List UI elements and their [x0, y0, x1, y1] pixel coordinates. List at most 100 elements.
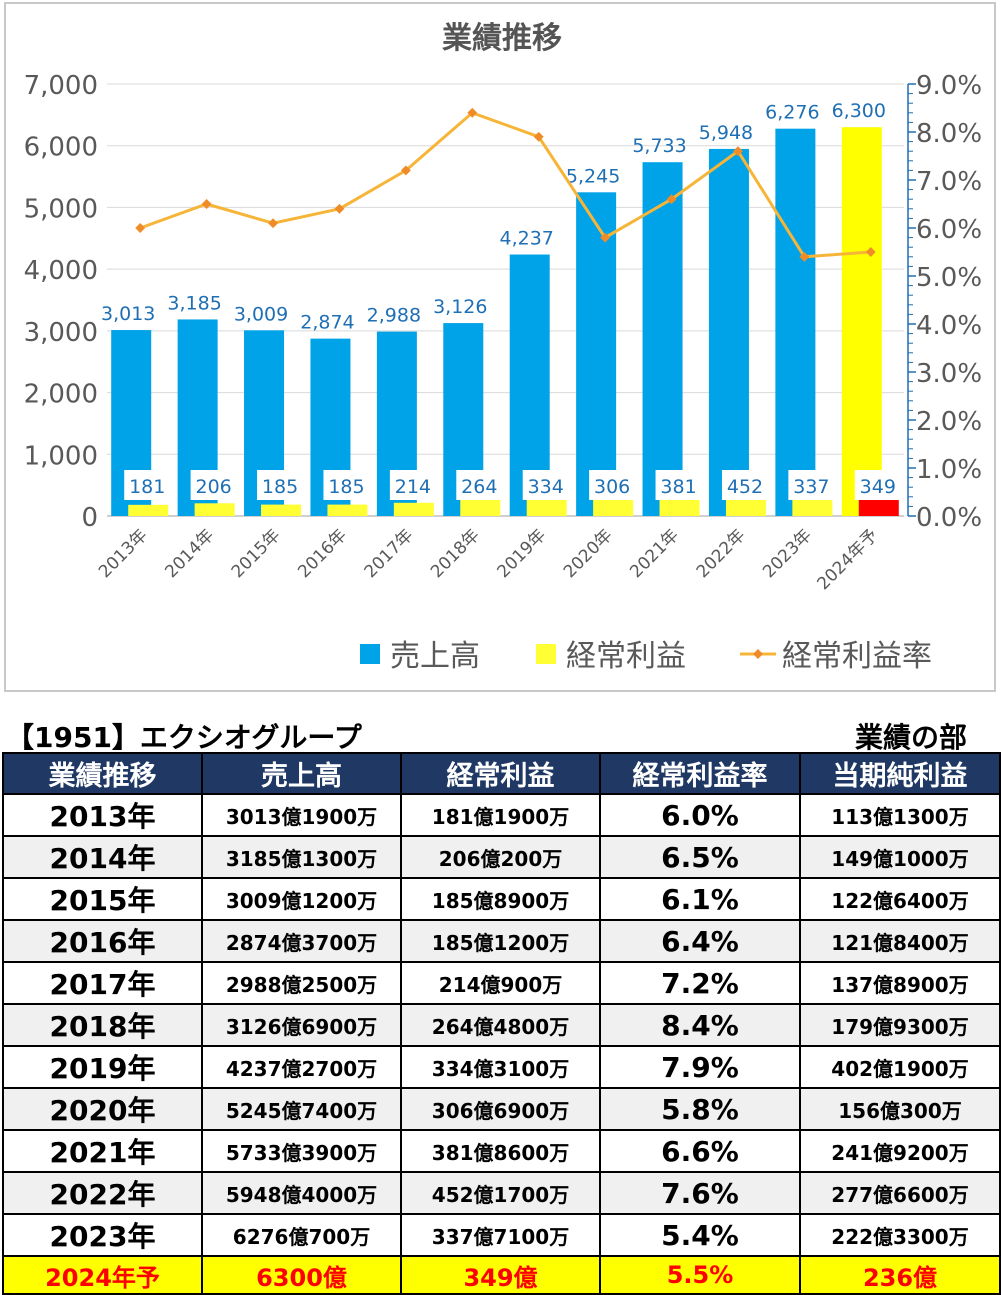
data-label-ordinary-profit: 185	[328, 476, 364, 498]
y2-tick-label: 3.0%	[916, 359, 982, 389]
y2-tick-label: 9.0%	[916, 71, 982, 101]
cell-ordinary-profit: 214億900万	[400, 961, 601, 1005]
y2-tick-label: 8.0%	[916, 119, 982, 149]
cell-period: 2013年	[2, 793, 203, 837]
data-label-ordinary-profit: 185	[262, 476, 298, 498]
table-row: 2021年 5733億3900万 381億8600万 6.6% 241億9200万	[2, 1129, 1001, 1173]
marker-profit-rate	[733, 146, 743, 157]
cell-sales: 2874億3700万	[201, 919, 402, 963]
cell-net-income: 156億300万	[799, 1087, 1001, 1131]
data-label-bg	[323, 470, 370, 500]
y-tick-label: 2,000	[24, 380, 98, 410]
data-label-ordinary-profit: 214	[395, 476, 431, 498]
data-label-sales: 2,874	[300, 312, 354, 334]
cell-ordinary-profit: 334億3100万	[400, 1045, 601, 1089]
cell-period: 2015年	[2, 877, 203, 921]
cell-ordinary-profit: 337億7100万	[400, 1213, 601, 1257]
cell-profit-rate: 5.8%	[599, 1087, 801, 1131]
header-period: 業績推移	[2, 752, 203, 795]
bar-ordinary-profit	[261, 504, 302, 516]
chart-title: 業績推移	[442, 21, 562, 56]
data-label-sales: 5,948	[699, 122, 753, 144]
table-row-forecast: 2024年予 6300億 349億 5.5% 236億	[2, 1255, 1001, 1295]
table-row: 2016年 2874億3700万 185億1200万 6.4% 121億8400万	[2, 919, 1001, 963]
y2-tick-label: 5.0%	[916, 263, 982, 293]
marker-profit-rate	[268, 218, 278, 229]
table-row: 2014年 3185億1300万 206億200万 6.5% 149億1000万	[2, 835, 1001, 879]
legend-swatch-sales	[360, 644, 380, 664]
x-tick-label: 2019年	[493, 525, 550, 582]
data-label-ordinary-profit: 381	[660, 476, 696, 498]
cell-sales: 5733億3900万	[201, 1129, 402, 1173]
y2-tick-label: 2.0%	[916, 407, 982, 437]
legend-label-profit-rate: 経常利益率	[782, 639, 932, 674]
cell-profit-rate: 7.2%	[599, 961, 801, 1005]
marker-profit-rate	[666, 194, 677, 205]
cell-period: 2018年	[2, 1003, 203, 1047]
data-label-sales: 6,300	[832, 100, 886, 122]
x-tick-label: 2013年	[95, 525, 152, 582]
data-label-ordinary-profit: 181	[129, 476, 165, 498]
marker-profit-rate	[400, 165, 411, 176]
cell-profit-rate: 7.9%	[599, 1045, 801, 1089]
bar-ordinary-profit	[792, 495, 833, 516]
legend-marker-profit-rate	[753, 649, 763, 659]
data-label-sales: 3,126	[433, 296, 487, 318]
cell-net-income: 113億1300万	[799, 793, 1001, 837]
y2-tick-label: 6.0%	[916, 215, 982, 245]
cell-ordinary-profit: 185億1200万	[400, 919, 601, 963]
cell-ordinary-profit: 381億8600万	[400, 1129, 601, 1173]
data-label-bg	[124, 470, 171, 500]
cell-profit-rate: 6.4%	[599, 919, 801, 963]
y-tick-label: 7,000	[24, 71, 98, 101]
cell-profit-rate: 5.4%	[599, 1213, 801, 1257]
data-label-sales: 6,276	[765, 102, 819, 124]
y-tick-label: 5,000	[24, 194, 98, 224]
cell-profit-rate: 6.6%	[599, 1129, 801, 1173]
marker-profit-rate	[865, 247, 876, 257]
y-tick-label: 4,000	[24, 256, 98, 286]
cell-profit-rate: 6.5%	[599, 835, 801, 879]
marker-profit-rate	[533, 131, 544, 142]
data-label-ordinary-profit: 334	[528, 476, 564, 498]
data-label-bg	[522, 470, 569, 500]
legend-label-sales: 売上高	[390, 639, 480, 674]
data-label-sales: 4,237	[500, 228, 554, 250]
data-label-bg	[854, 470, 901, 500]
table-body: 2013年 3013億1900万 181億1900万 6.0% 113億1300万 201…	[2, 793, 1001, 1295]
table-row: 2022年 5948億4000万 452億1700万 7.6% 277億6600万	[2, 1171, 1001, 1215]
chart-svg: 業績推移 0 1,000 2,000 3,000 4,000 5,000 6,000 7,000…	[24, 21, 983, 674]
x-tick-label: 2020年	[560, 525, 617, 582]
y-tick-label: 6,000	[24, 133, 98, 163]
bar-sales	[576, 192, 617, 516]
header-profit-rate: 経常利益率	[599, 752, 801, 795]
legend-swatch-ordinary-profit	[536, 644, 556, 664]
data-label-bg	[190, 470, 237, 500]
x-tick-label: 2022年	[693, 525, 750, 582]
cell-sales: 5245億7400万	[201, 1087, 402, 1131]
data-label-sales: 5,245	[566, 165, 620, 187]
y2-tick-label: 0.0%	[916, 503, 982, 533]
x-tick-label: 2024年予	[814, 525, 883, 594]
performance-table: 業績推移 売上高 経常利益 経常利益率 当期純利益 2013年 3013億1900…	[2, 752, 1001, 1295]
performance-chart: 業績推移 0 1,000 2,000 3,000 4,000 5,000 6,000 7,000…	[4, 2, 996, 692]
data-label-sales: 3,013	[101, 303, 155, 325]
bar-sales	[642, 162, 683, 516]
line-profit-rate	[139, 111, 871, 259]
x-tick-label: 2017年	[361, 525, 418, 582]
data-label-sales: 5,733	[632, 135, 686, 157]
cell-sales: 5948億4000万	[201, 1171, 402, 1215]
data-label-sales: 3,009	[234, 303, 288, 325]
marker-profit-rate	[334, 203, 345, 214]
bar-ordinary-profit	[593, 497, 634, 516]
x-tick-label: 2016年	[294, 525, 351, 582]
y2-tick-label: 7.0%	[916, 167, 982, 197]
y-tick-label: 1,000	[24, 441, 98, 471]
cell-sales: 3009億1200万	[201, 877, 402, 921]
y2-tick-label: 4.0%	[916, 311, 982, 341]
cell-net-income: 122億6400万	[799, 877, 1001, 921]
cell-period: 2022年	[2, 1171, 203, 1215]
table-header-row: 業績推移 売上高 経常利益 経常利益率 当期純利益	[2, 752, 1001, 795]
data-label-bg	[788, 470, 835, 500]
data-label-ordinary-profit: 206	[195, 476, 231, 498]
